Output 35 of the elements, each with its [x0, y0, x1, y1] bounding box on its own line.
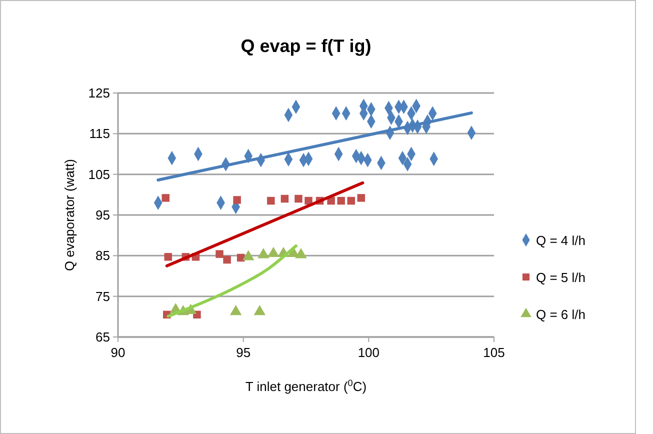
- point: [267, 196, 275, 205]
- point: [164, 253, 172, 261]
- point: [242, 250, 254, 260]
- point: [337, 196, 345, 205]
- point: [216, 250, 224, 258]
- point: [162, 194, 170, 202]
- y-tick-label: 115: [89, 126, 110, 142]
- point: [230, 304, 242, 316]
- point: [304, 196, 312, 205]
- x-axis-title: T inlet generator ($^{0}$C): [245, 378, 367, 394]
- legend-label: Q = 6 l/h: [536, 307, 586, 322]
- point: [223, 256, 231, 264]
- point: [295, 248, 307, 258]
- point: [258, 248, 270, 258]
- point: [254, 304, 266, 316]
- point: [357, 194, 366, 202]
- legend-label: Q = 4 l/h: [536, 233, 586, 248]
- legend-label: Q = 5 l/h: [536, 270, 586, 285]
- point: [268, 246, 280, 258]
- point: [280, 194, 289, 203]
- point: [294, 194, 302, 203]
- y-axis-title: Q evaporator (watt): [62, 159, 77, 271]
- point: [347, 196, 355, 205]
- y-tick-label: 85: [96, 248, 110, 264]
- chart-title: Q evap = f(T ig): [240, 36, 372, 56]
- y-tick-label: 95: [96, 208, 110, 222]
- x-tick-label: 100: [358, 345, 380, 360]
- y-tick-label: 65: [96, 330, 110, 344]
- point: [233, 196, 241, 204]
- x-tick-label: 90: [110, 345, 126, 360]
- x-tick-label: 95: [236, 345, 251, 360]
- y-tick-label: 75: [96, 288, 110, 304]
- y-tick-label: 105: [88, 166, 110, 182]
- y-tick-label: 125: [88, 86, 110, 100]
- x-tick-label: 105: [483, 345, 505, 360]
